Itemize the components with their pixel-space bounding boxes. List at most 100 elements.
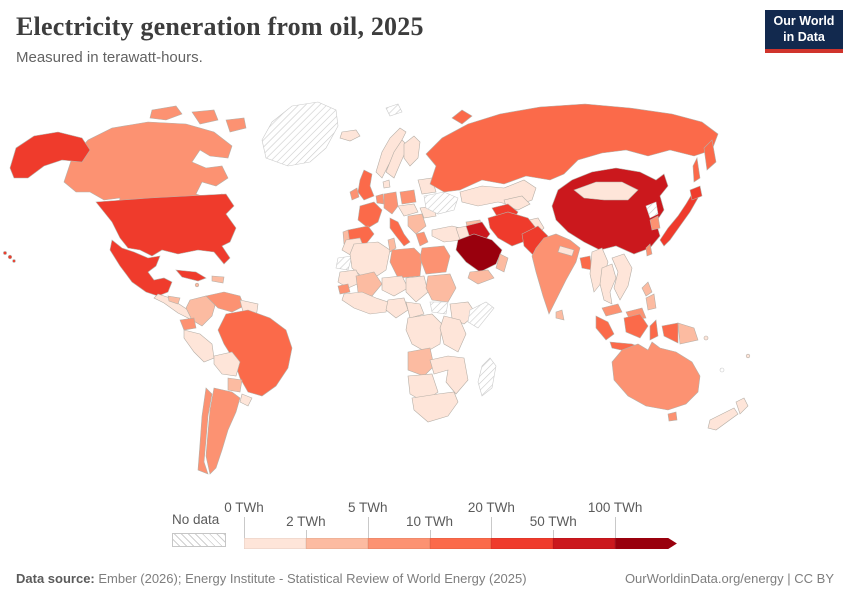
country-finland[interactable] (403, 135, 421, 167)
country-chile[interactable] (197, 387, 213, 475)
country-hawaii[interactable] (12, 259, 16, 263)
country-chad[interactable] (405, 275, 429, 303)
country-italy[interactable] (389, 217, 411, 247)
country-philippines[interactable] (641, 281, 657, 311)
country-kamchatka[interactable] (703, 139, 717, 171)
legend-bin-4[interactable] (491, 538, 554, 549)
country-pacific-islands[interactable] (745, 353, 751, 359)
country-alaska[interactable] (9, 131, 91, 179)
country-india[interactable] (531, 233, 581, 315)
country-senegal[interactable] (337, 283, 351, 295)
country-greenland[interactable] (261, 101, 339, 167)
owid-logo[interactable]: Our World in Data (765, 10, 843, 53)
country-drc[interactable] (405, 313, 443, 353)
country-niger[interactable] (381, 275, 409, 297)
country-canada-islands[interactable] (149, 105, 247, 133)
country-east-africa[interactable] (439, 315, 467, 353)
country-libya[interactable] (389, 247, 423, 279)
country-cuba[interactable] (175, 269, 207, 282)
legend-bin-3[interactable] (429, 538, 492, 549)
country-nepal[interactable] (557, 245, 575, 257)
country-somalia[interactable] (467, 301, 495, 329)
country-paraguay[interactable] (227, 377, 243, 393)
country-denmark[interactable] (382, 179, 391, 189)
country-bolivia[interactable] (213, 351, 241, 377)
country-brazil[interactable] (217, 309, 293, 397)
country-thailand[interactable] (599, 263, 617, 305)
legend-bin-1[interactable] (305, 538, 368, 549)
country-indonesia-borneo[interactable] (623, 313, 649, 339)
country-sri-lanka[interactable] (555, 309, 565, 321)
country-sakhalin[interactable] (692, 157, 701, 183)
legend-bin-5[interactable] (553, 538, 616, 549)
country-hispaniola[interactable] (211, 275, 225, 284)
country-bangladesh[interactable] (579, 255, 593, 271)
country-north-korea[interactable] (645, 201, 659, 219)
country-south-korea[interactable] (649, 215, 661, 231)
country-yemen[interactable] (467, 269, 495, 285)
country-sulawesi[interactable] (649, 319, 659, 341)
country-honduras[interactable] (167, 295, 181, 305)
country-taiwan[interactable] (645, 243, 653, 257)
country-central-europe[interactable] (397, 203, 419, 217)
country-south-africa[interactable] (411, 391, 459, 423)
country-hawaii[interactable] (3, 251, 7, 255)
legend-no-data[interactable]: No data (172, 512, 228, 547)
country-venezuela[interactable] (205, 291, 245, 313)
country-mexico[interactable] (109, 239, 173, 297)
country-united-states[interactable] (95, 193, 237, 265)
country-tasmania[interactable] (667, 411, 678, 422)
country-svalbard[interactable] (385, 103, 403, 117)
country-mongolia[interactable] (573, 181, 639, 201)
country-new-zealand-north[interactable] (735, 397, 749, 415)
country-novaya-zemlya[interactable] (451, 109, 473, 125)
credit-link[interactable]: OurWorldinData.org/energy | CC BY (624, 571, 834, 586)
country-russia[interactable] (425, 103, 719, 193)
country-nigeria[interactable] (385, 297, 409, 319)
country-western-sahara[interactable] (335, 255, 353, 271)
country-jamaica[interactable] (194, 282, 200, 288)
country-iceland[interactable] (339, 129, 361, 142)
country-greece[interactable] (415, 231, 429, 247)
country-indonesia-sumatra[interactable] (595, 315, 615, 341)
country-indochina[interactable] (611, 253, 633, 301)
country-hawaii[interactable] (7, 254, 13, 260)
country-tunisia[interactable] (387, 237, 397, 253)
country-argentina[interactable] (205, 387, 241, 475)
country-united-kingdom[interactable] (357, 169, 375, 201)
country-new-zealand-south[interactable] (707, 407, 739, 431)
country-angola[interactable] (407, 347, 435, 377)
country-australia[interactable] (611, 341, 701, 411)
country-japan[interactable] (659, 193, 699, 247)
country-southeast-africa[interactable] (429, 355, 469, 395)
country-hokkaido[interactable] (689, 185, 703, 201)
country-egypt[interactable] (419, 245, 451, 275)
country-mali[interactable] (355, 271, 383, 297)
country-sudan[interactable] (425, 273, 457, 303)
country-norway[interactable] (375, 127, 407, 179)
country-poland[interactable] (399, 189, 417, 205)
country-oman[interactable] (495, 253, 509, 273)
country-central-africa[interactable] (405, 301, 425, 319)
country-benelux[interactable] (375, 193, 385, 205)
country-pacific-islands[interactable] (703, 335, 709, 341)
country-balkans[interactable] (407, 213, 427, 235)
country-peru[interactable] (183, 329, 215, 363)
country-ireland[interactable] (349, 187, 360, 201)
country-france[interactable] (357, 201, 383, 229)
country-germany[interactable] (383, 191, 399, 215)
country-ecuador[interactable] (179, 317, 197, 331)
country-papua-new-guinea[interactable] (677, 322, 699, 345)
country-west-africa[interactable] (341, 291, 389, 315)
country-uruguay[interactable] (239, 393, 253, 407)
country-madagascar[interactable] (477, 357, 497, 397)
legend-bin-0[interactable] (244, 538, 306, 549)
country-saudi-arabia[interactable] (455, 233, 503, 273)
country-south-sudan[interactable] (429, 301, 449, 315)
country-mauritania[interactable] (337, 269, 363, 289)
legend-bin-6[interactable] (615, 538, 677, 549)
country-new-caledonia[interactable] (719, 367, 725, 373)
country-indonesia-papua[interactable] (661, 322, 679, 344)
legend-bin-2[interactable] (367, 538, 430, 549)
country-malaysia[interactable] (601, 303, 623, 317)
